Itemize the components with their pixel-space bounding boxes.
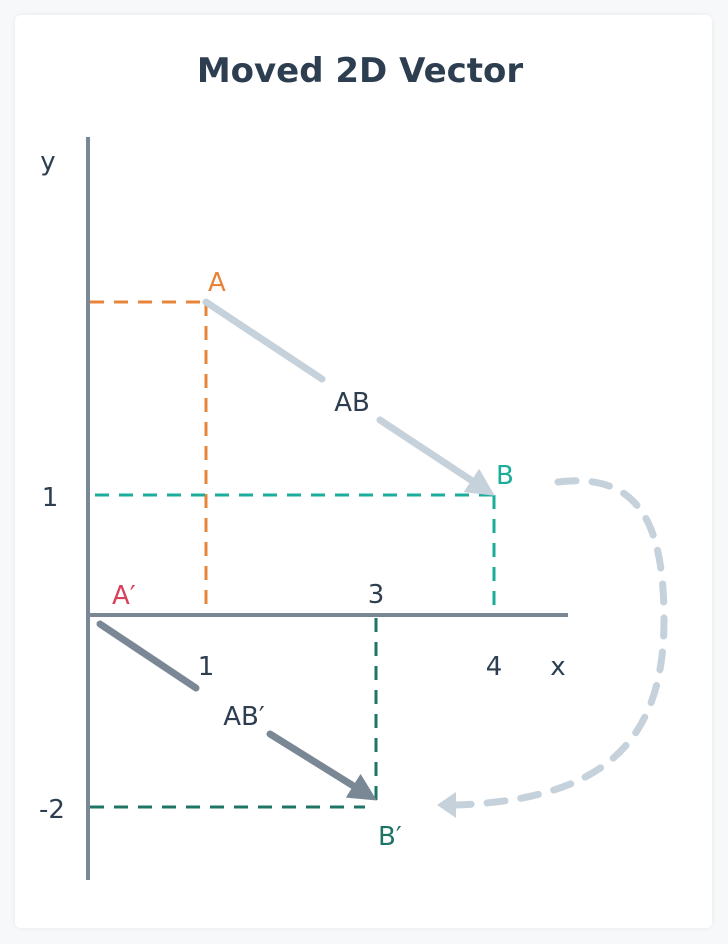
x-axis-label: x [550, 652, 565, 682]
x-tick-4: 4 [486, 652, 503, 682]
translation-arrow [451, 477, 668, 809]
y-axis-label: y [40, 147, 55, 177]
diagram-title: Moved 2D Vector [197, 51, 524, 91]
vector-AB-segment-1 [202, 298, 326, 383]
vector-AB-segment-2 [376, 416, 495, 496]
vector-AB-prime-segment-2 [266, 730, 377, 801]
point-A-prime-label: A′ [112, 581, 136, 611]
vector-AB-label: AB [334, 388, 370, 418]
x-tick-1: 1 [198, 652, 215, 682]
y-tick-minus-2: -2 [39, 795, 65, 825]
x-tick-3: 3 [368, 580, 385, 610]
point-B-label: B [496, 461, 514, 491]
y-tick-1: 1 [42, 483, 59, 513]
vector-AB-prime-segment-1 [96, 620, 200, 692]
point-B-prime-label: B′ [378, 822, 402, 852]
point-A-label: A [208, 268, 226, 298]
vector-AB-prime-label: AB′ [223, 702, 265, 732]
translation-arrowhead-icon [437, 792, 456, 818]
